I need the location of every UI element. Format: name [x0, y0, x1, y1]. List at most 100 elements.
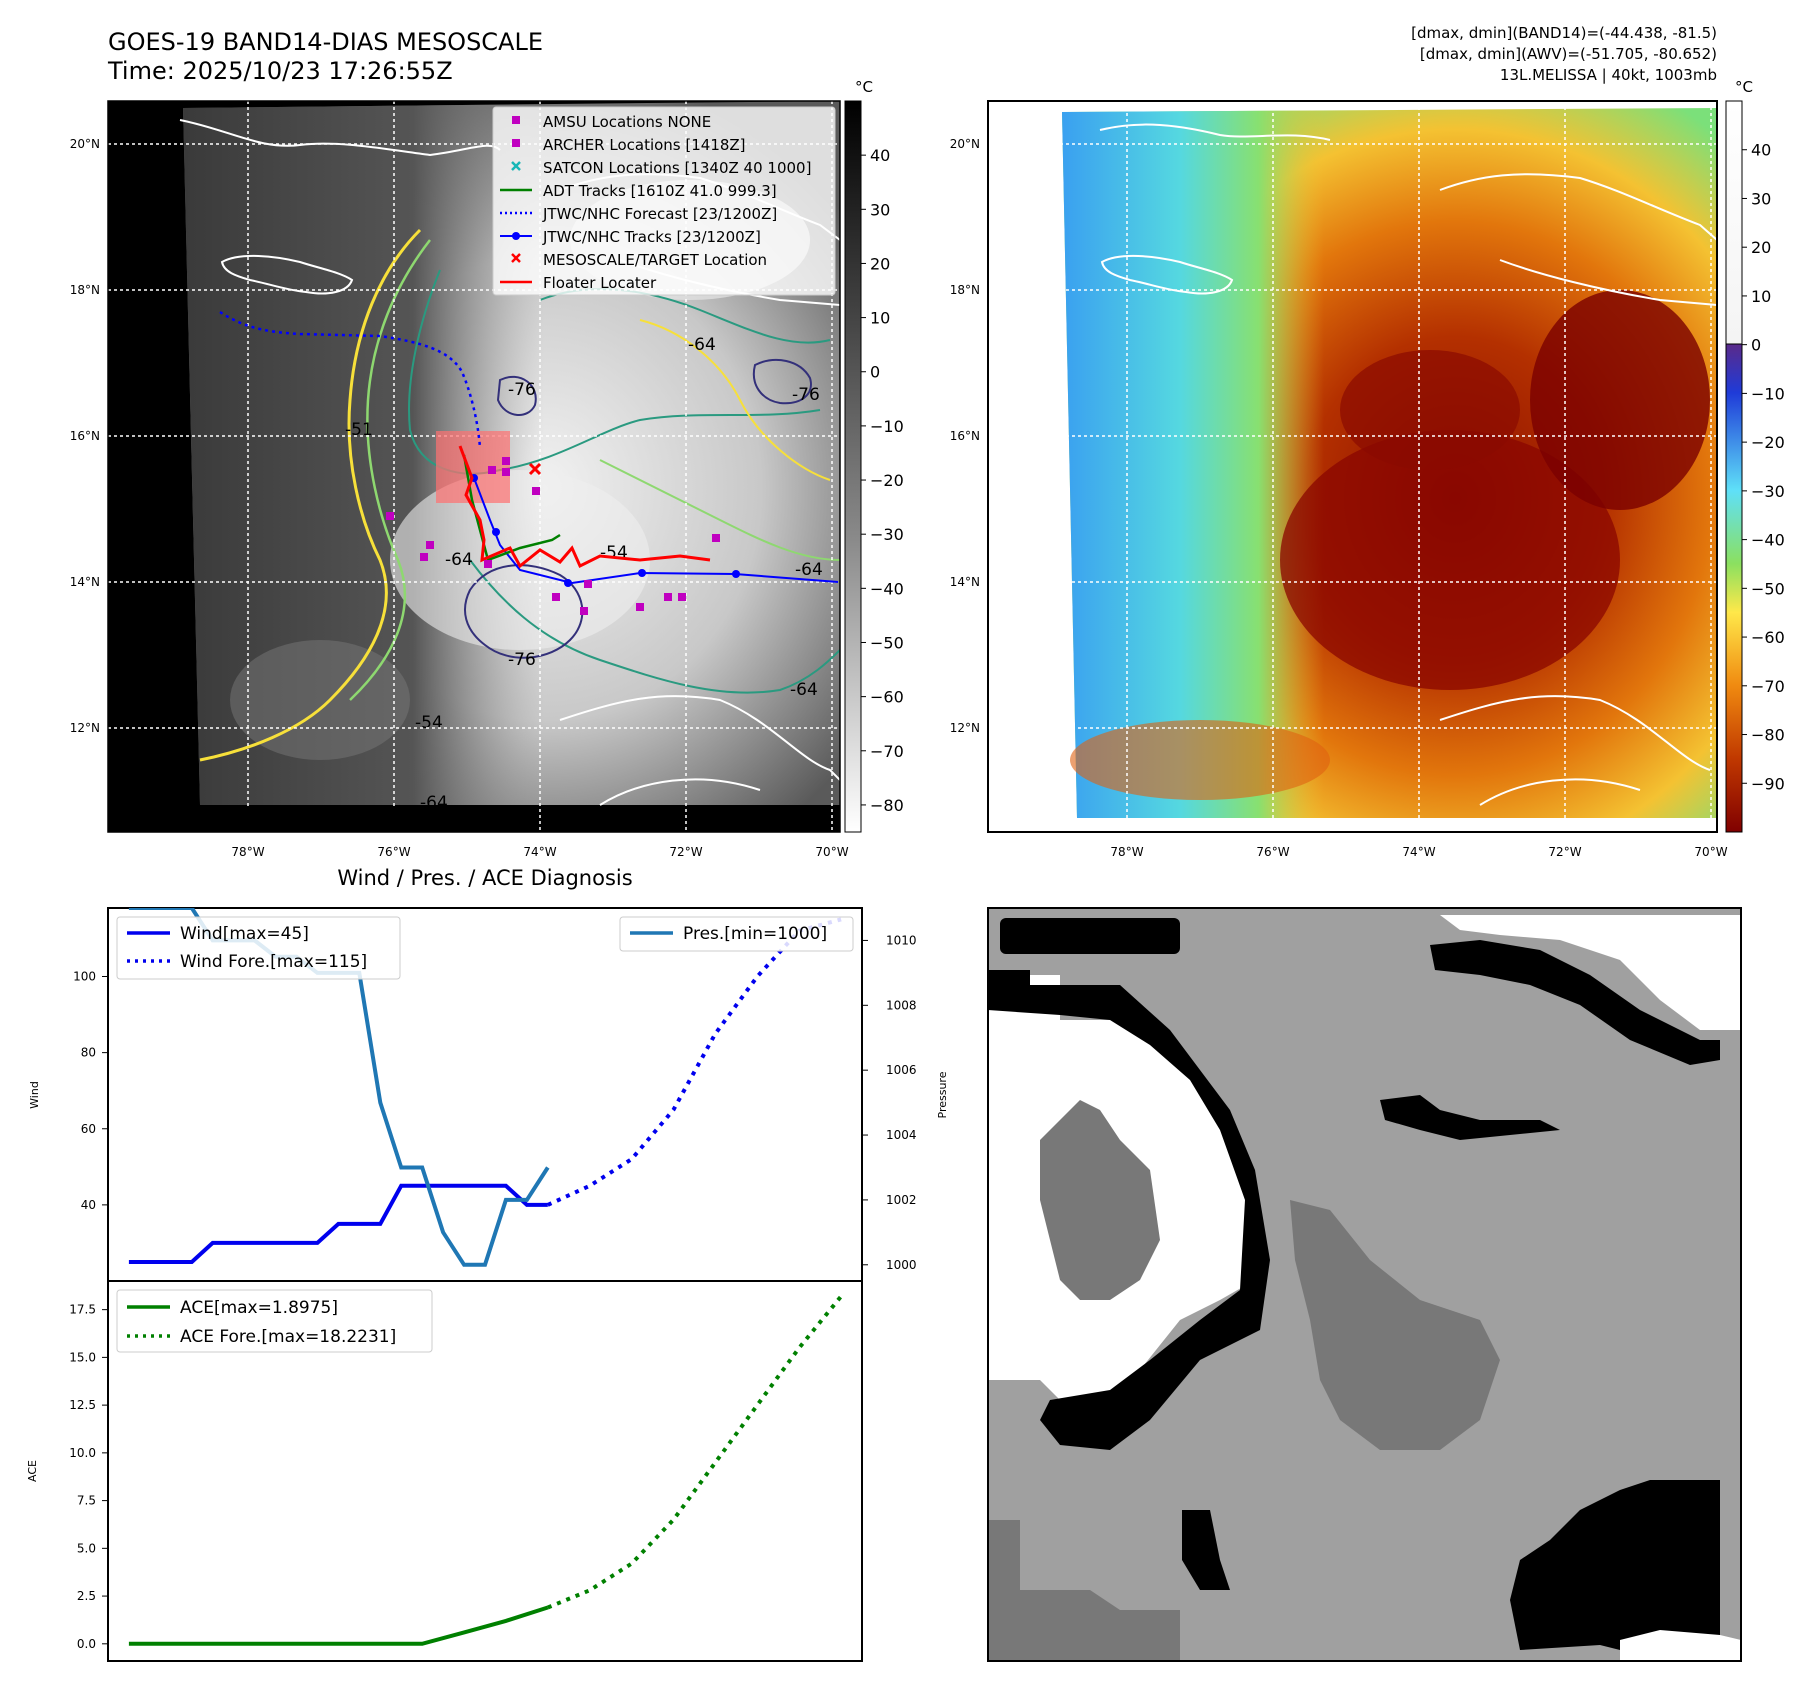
contour-label-4: -64: [445, 550, 473, 570]
pressure-legend-label: Pres.[min=1000]: [683, 924, 827, 944]
wmg-black-region-southeast: [1510, 1480, 1720, 1650]
right-lat-label-14n: 14°N: [950, 575, 980, 589]
right-colorbar-tick-label: 20: [1751, 238, 1771, 257]
left-colorbar-bar: [844, 100, 862, 833]
right-colorbar-tick-label: 30: [1751, 189, 1771, 208]
left-colorbar-tick-label: 20: [870, 254, 890, 273]
floater-locater-track: [458, 445, 711, 569]
right-lon-label-70w: 70°W: [1694, 845, 1727, 859]
right-colorbar-tick-label: −70: [1751, 677, 1785, 696]
right-lat-label-20n: 20°N: [950, 137, 980, 151]
contour-label-10: -51: [345, 420, 373, 440]
right-colorbar: °C 40 30 20 10 0 −10 −20 −30 −40 −50 −60 −70 −80 −90: [1725, 78, 1785, 833]
wind-axis-label: Wind: [28, 1081, 41, 1109]
copyright-background: [108, 806, 420, 832]
legend-marker-jtwc-tracks-dot: [512, 232, 520, 240]
right-lat-label-16n: 16°N: [950, 429, 980, 443]
ace-axis-tick-label: 10.0: [69, 1446, 96, 1460]
lon-label-78w: 78°W: [231, 845, 264, 859]
contour-label-5: -64: [795, 560, 823, 580]
contour-yellow-east: [639, 319, 831, 481]
left-colorbar-tick-label: 10: [870, 309, 890, 328]
right-coastline-hispaniola: [1439, 173, 1717, 306]
pressure-axis-tick-label: 1008: [886, 998, 917, 1012]
wmg-panel: WMG Count: 0: [987, 907, 1742, 1662]
stats-line1: [dmax, dmin](BAND14)=(-44.438, -81.5): [1411, 24, 1717, 42]
right-lat-label-18n: 18°N: [950, 283, 980, 297]
ace-axis-tick-label: 17.5: [69, 1303, 96, 1317]
wind-axis-tick-label: 60: [81, 1122, 96, 1136]
right-colorbar-tick-label: −10: [1751, 384, 1785, 403]
ace-axis-tick-label: 2.5: [77, 1589, 96, 1603]
legend-label-archer: ARCHER Locations [1418Z]: [543, 136, 746, 154]
left-colorbar-tick-label: 30: [870, 200, 890, 219]
right-colorbar-upper: [1725, 100, 1743, 345]
diagnosis-chart-title: Wind / Pres. / ACE Diagnosis: [337, 866, 632, 890]
ace-axis-label: ACE: [26, 1460, 39, 1482]
left-colorbar-tick-label: −80: [870, 796, 904, 815]
legend-row-jtwc-forecast: JTWC/NHC Forecast [23/1200Z]: [500, 205, 777, 223]
wmg-black-patch-south: [1182, 1510, 1230, 1590]
left-colorbar-tick-label: 0: [870, 363, 880, 382]
ace-legend-label: ACE[max=1.8975]: [180, 1298, 338, 1318]
ace-axis-tick-label: 12.5: [69, 1398, 96, 1412]
legend-label-mesoscale-target: MESOSCALE/TARGET Location: [543, 251, 767, 269]
contour-label-2: -76: [508, 380, 536, 400]
ace-legend-box: [116, 1289, 433, 1353]
cloud-band-3: [230, 640, 410, 760]
lon-label-70w: 70°W: [815, 845, 848, 859]
contour-label-8: -64: [420, 793, 448, 813]
stats-line3: 13L.MELISSA | 40kt, 1003mb: [1500, 66, 1717, 84]
copyright-text: Copyright © 2020-2025 Dapiya: [112, 810, 391, 829]
right-map-lat-labels: 20°N 18°N 16°N 14°N 12°N: [950, 137, 980, 735]
right-map-lon-labels: 78°W 76°W 74°W 72°W 70°W: [1110, 845, 1727, 859]
contour-label-7: -54: [415, 713, 443, 733]
left-colorbar-ticks: 40 30 20 10 0 −10 −20 −30 −40 −50 −60 −70 −80: [861, 146, 904, 815]
wind-legend-box: [116, 916, 401, 980]
pressure-legend-box: [619, 916, 854, 952]
pressure-axis-tick-label: 1004: [886, 1128, 917, 1142]
contour-label-9: -64: [790, 680, 818, 700]
right-map-panel: 78°W 76°W 74°W 72°W 70°W 20°N 18°N 16°N …: [950, 100, 1728, 859]
legend-label-jtwc-forecast: JTWC/NHC Forecast [23/1200Z]: [542, 205, 777, 223]
ace-axis-tick-label: 7.5: [77, 1494, 96, 1508]
ace-chart-yticks: 0.0 2.5 5.0 7.5 10.0 12.5 15.0 17.5: [69, 1303, 108, 1651]
pressure-axis-tick-label: 1010: [886, 933, 917, 947]
jtwc-forecast-track: [219, 310, 482, 449]
right-colorbar-tick-label: −40: [1751, 531, 1785, 550]
right-colorbar-tick-label: 0: [1751, 336, 1761, 355]
ace-legend: ACE[max=1.8975] ACE Fore.[max=18.2231]: [116, 1289, 433, 1353]
right-coastline-south-america: [1439, 695, 1711, 806]
left-colorbar-tick-label: −10: [870, 417, 904, 436]
right-lon-label-74w: 74°W: [1402, 845, 1435, 859]
right-colorbar-unit: °C: [1735, 78, 1753, 96]
wmg-frame: [987, 907, 1742, 1662]
wmg-count-label: WMG Count: 0: [1008, 926, 1161, 948]
right-colorbar-ticks: 40 30 20 10 0 −10 −20 −30 −40 −50 −60 −70 −80 −90: [1742, 141, 1785, 793]
ace-series-line-0: [128, 1605, 549, 1646]
lat-label-16n: 16°N: [70, 429, 100, 443]
wind-chart-yticks: 40 60 80 100: [73, 970, 108, 1212]
cloud-band-2: [390, 470, 650, 650]
wind-fore-legend-label: Wind Fore.[max=115]: [180, 952, 367, 972]
contour-navy-3: [496, 375, 537, 416]
contour-label-1: -64: [688, 335, 716, 355]
wind-axis-tick-label: 100: [73, 970, 96, 984]
right-colorbar-tick-label: −80: [1751, 726, 1785, 745]
left-colorbar-tick-label: −70: [870, 742, 904, 761]
adt-track: [462, 454, 561, 562]
ace-axis-tick-label: 5.0: [77, 1541, 96, 1555]
right-colorbar-tick-label: 40: [1751, 141, 1771, 160]
legend-label-satcon: SATCON Locations [1340Z 40 1000]: [543, 159, 811, 177]
right-lon-label-76w: 76°W: [1256, 845, 1289, 859]
pressure-axis-tick-label: 1006: [886, 1063, 917, 1077]
legend-label-adt: ADT Tracks [1610Z 41.0 999.3]: [543, 182, 777, 200]
archer-locations: [386, 457, 720, 615]
right-colorbar-tick-label: −30: [1751, 482, 1785, 501]
wmg-white-region-southeast: [1620, 1630, 1741, 1661]
contour-yellow-west: [199, 228, 422, 762]
contour-green-west: [349, 239, 431, 701]
legend-label-floater: Floater Locater: [543, 274, 657, 292]
ace-fore-legend-label: ACE Fore.[max=18.2231]: [180, 1327, 396, 1347]
